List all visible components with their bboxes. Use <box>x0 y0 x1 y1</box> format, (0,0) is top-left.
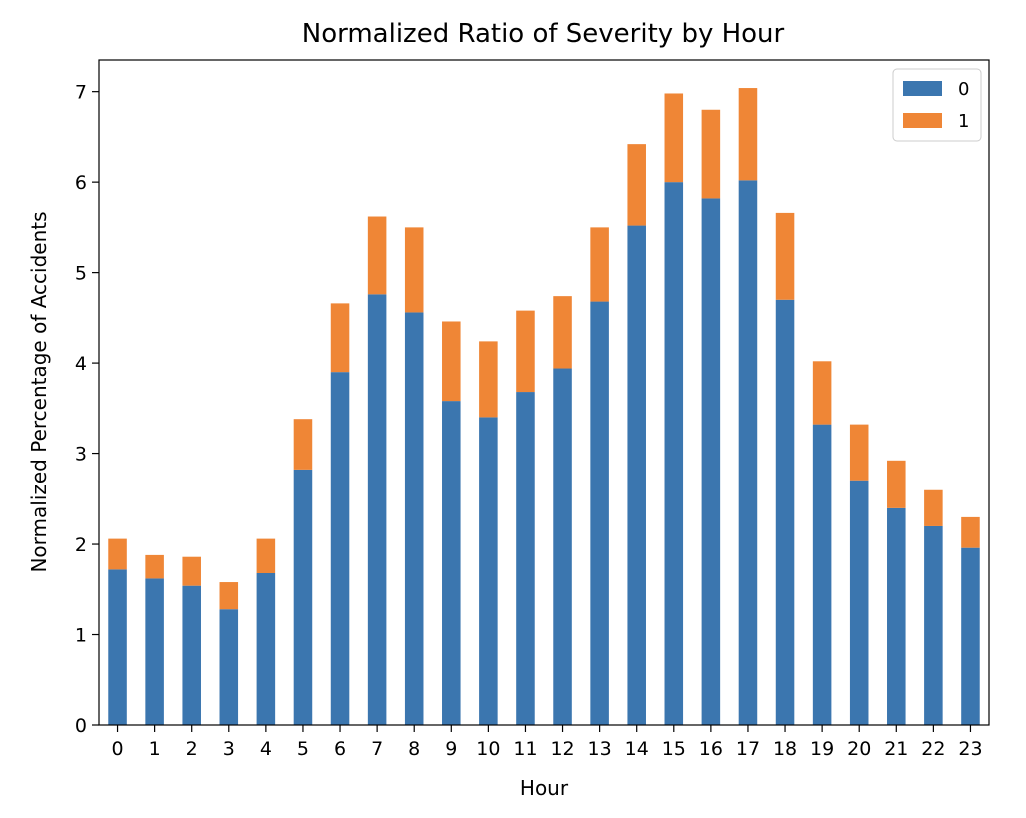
x-tick-label-14: 14 <box>625 738 649 760</box>
x-tick-label-0: 0 <box>111 738 123 760</box>
y-tick-label-6: 6 <box>75 172 87 194</box>
bar-hour-17-series-1 <box>738 88 758 181</box>
legend-swatch-series-0 <box>903 81 942 96</box>
bar-hour-2-series-0 <box>182 585 201 725</box>
bar-hour-18-series-0 <box>775 299 795 725</box>
bar-hour-20-series-1 <box>849 424 869 481</box>
y-axis-ticks: 0 1 2 3 4 5 6 7 <box>75 82 99 737</box>
bar-hour-11-series-1 <box>516 310 535 393</box>
x-tick-label-4: 4 <box>260 738 272 760</box>
legend-label-series-0: 0 <box>958 79 969 100</box>
bar-hour-13-series-1 <box>590 227 609 302</box>
legend-swatch-series-1 <box>903 113 942 128</box>
y-axis-label: Normalized Percentage of Accidents <box>27 211 51 572</box>
bar-hour-11-series-0 <box>516 392 535 725</box>
bar-hour-23-series-0 <box>961 547 980 725</box>
bar-hour-4-series-1 <box>256 538 276 573</box>
legend: 0 1 <box>892 68 982 142</box>
bar-hour-6-series-0 <box>330 372 350 725</box>
y-tick-label-1: 1 <box>75 625 87 647</box>
x-tick-label-13: 13 <box>588 738 612 760</box>
x-tick-label-3: 3 <box>223 738 235 760</box>
x-tick-label-17: 17 <box>736 738 760 760</box>
bar-hour-8-series-0 <box>404 312 424 725</box>
y-tick-label-3: 3 <box>75 444 87 466</box>
y-tick-label-4: 4 <box>75 353 87 375</box>
bar-hour-8-series-1 <box>404 227 424 313</box>
x-tick-label-5: 5 <box>297 738 309 760</box>
bar-hour-15-series-0 <box>664 182 684 725</box>
bar-hour-12-series-0 <box>553 368 572 725</box>
plot-area-frame <box>98 59 990 726</box>
bar-hour-21-series-0 <box>887 507 906 725</box>
bar-hour-0-series-0 <box>108 569 127 725</box>
bar-hour-15-series-1 <box>664 93 684 183</box>
y-tick-label-0: 0 <box>75 715 87 737</box>
x-axis-label: Hour <box>520 776 569 800</box>
bar-hour-5-series-1 <box>293 419 313 470</box>
x-tick-label-10: 10 <box>476 738 500 760</box>
x-tick-label-7: 7 <box>371 738 383 760</box>
bar-hour-20-series-0 <box>849 480 869 725</box>
x-tick-label-1: 1 <box>149 738 161 760</box>
bar-hour-7-series-1 <box>367 216 387 295</box>
x-tick-label-9: 9 <box>445 738 457 760</box>
x-tick-label-2: 2 <box>186 738 198 760</box>
bar-hour-6-series-1 <box>330 303 350 373</box>
x-tick-label-8: 8 <box>408 738 420 760</box>
bar-hour-16-series-0 <box>701 198 721 725</box>
bar-hour-22-series-1 <box>924 489 943 526</box>
bar-hour-4-series-0 <box>256 573 276 725</box>
legend-label-series-1: 1 <box>958 111 969 132</box>
bar-hour-16-series-1 <box>701 109 721 199</box>
bar-hour-10-series-0 <box>479 417 498 725</box>
bar-hour-14-series-1 <box>627 144 646 226</box>
bar-hour-19-series-0 <box>812 424 832 725</box>
bar-hour-12-series-1 <box>553 296 572 369</box>
x-tick-label-12: 12 <box>550 738 574 760</box>
bar-hour-9-series-0 <box>442 401 461 725</box>
bars-group <box>108 88 980 725</box>
y-tick-label-5: 5 <box>75 263 87 285</box>
x-tick-label-23: 23 <box>958 738 982 760</box>
x-tick-label-22: 22 <box>921 738 945 760</box>
bar-hour-18-series-1 <box>775 212 795 300</box>
x-tick-label-21: 21 <box>884 738 908 760</box>
y-tick-label-7: 7 <box>75 82 87 104</box>
bar-hour-19-series-1 <box>812 361 832 425</box>
x-tick-label-16: 16 <box>699 738 723 760</box>
x-tick-label-18: 18 <box>773 738 797 760</box>
bar-hour-13-series-0 <box>590 301 609 725</box>
bar-hour-10-series-1 <box>479 341 498 418</box>
bar-hour-2-series-1 <box>182 556 201 586</box>
chart-title: Normalized Ratio of Severity by Hour <box>302 19 785 49</box>
y-tick-label-2: 2 <box>75 534 87 556</box>
bar-hour-5-series-0 <box>293 469 313 725</box>
x-axis-ticks: 0 1 2 3 4 5 6 7 8 9 10 11 12 13 14 15 16 17 18 19 20 21 22 23 <box>111 725 983 760</box>
bar-hour-0-series-1 <box>108 538 127 570</box>
bar-hour-14-series-0 <box>627 225 646 725</box>
x-tick-label-20: 20 <box>847 738 871 760</box>
bar-hour-23-series-1 <box>961 516 980 548</box>
bar-hour-21-series-1 <box>887 460 906 508</box>
x-tick-label-15: 15 <box>662 738 686 760</box>
bar-hour-3-series-1 <box>219 582 239 610</box>
x-tick-label-19: 19 <box>810 738 834 760</box>
x-tick-label-11: 11 <box>513 738 537 760</box>
bar-hour-22-series-0 <box>924 525 943 725</box>
bar-hour-17-series-0 <box>738 180 758 725</box>
bar-hour-9-series-1 <box>442 321 461 402</box>
bar-hour-7-series-0 <box>367 294 387 725</box>
x-tick-label-6: 6 <box>334 738 346 760</box>
bar-hour-1-series-1 <box>145 554 164 579</box>
bar-hour-3-series-0 <box>219 609 239 725</box>
bar-hour-1-series-0 <box>145 578 164 725</box>
